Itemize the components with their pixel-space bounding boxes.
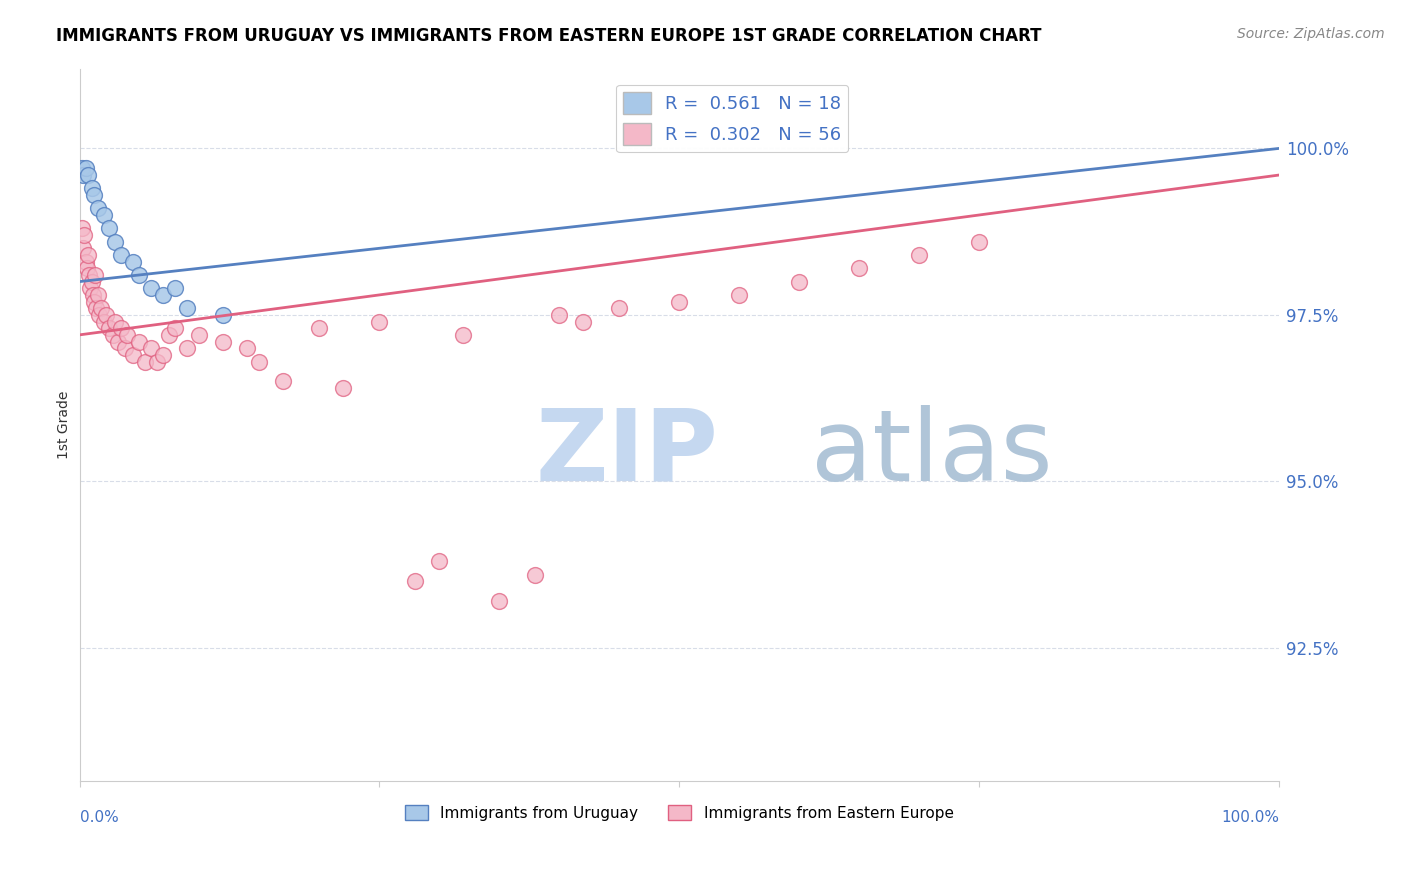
Point: [82, 288, 104, 302]
Y-axis label: 1st Grade: 1st Grade: [58, 391, 72, 459]
Point: [104, 235, 127, 249]
Text: 0.0%: 0.0%: [80, 810, 118, 824]
Point: [332, 381, 354, 395]
Point: [572, 314, 595, 328]
Point: [787, 275, 810, 289]
Point: [122, 348, 145, 362]
Point: [165, 321, 187, 335]
Point: [77, 168, 100, 182]
Point: [80, 275, 103, 289]
Point: [159, 327, 181, 342]
Point: [524, 567, 547, 582]
Point: [848, 261, 870, 276]
Point: [76, 261, 98, 276]
Point: [79, 281, 101, 295]
Point: [101, 327, 124, 342]
Point: [141, 281, 163, 295]
Point: [967, 235, 990, 249]
Point: [70, 161, 93, 176]
Point: [152, 348, 174, 362]
Point: [488, 594, 510, 608]
Point: [453, 327, 475, 342]
Point: [94, 308, 117, 322]
Point: [236, 341, 259, 355]
Point: [104, 314, 127, 328]
Point: [90, 301, 112, 316]
Text: Source: ZipAtlas.com: Source: ZipAtlas.com: [1237, 27, 1385, 41]
Point: [107, 334, 129, 349]
Point: [84, 301, 107, 316]
Point: [368, 314, 391, 328]
Point: [83, 294, 105, 309]
Point: [176, 341, 198, 355]
Point: [87, 308, 110, 322]
Point: [110, 321, 132, 335]
Point: [165, 281, 187, 295]
Point: [427, 554, 450, 568]
Point: [70, 221, 93, 235]
Point: [93, 314, 115, 328]
Point: [728, 288, 751, 302]
Point: [152, 288, 174, 302]
Point: [77, 268, 100, 282]
Point: [122, 254, 145, 268]
Point: [83, 188, 105, 202]
Point: [73, 227, 96, 242]
Point: [80, 181, 103, 195]
Point: [93, 208, 115, 222]
Point: [134, 354, 156, 368]
Point: [128, 268, 150, 282]
Point: [98, 321, 121, 335]
Point: [75, 254, 97, 268]
Point: [404, 574, 426, 589]
Text: ZIP: ZIP: [536, 405, 718, 502]
Point: [77, 248, 100, 262]
Point: [141, 341, 163, 355]
Point: [607, 301, 630, 316]
Text: IMMIGRANTS FROM URUGUAY VS IMMIGRANTS FROM EASTERN EUROPE 1ST GRADE CORRELATION : IMMIGRANTS FROM URUGUAY VS IMMIGRANTS FR…: [56, 27, 1042, 45]
Point: [668, 294, 690, 309]
Point: [273, 375, 295, 389]
Point: [72, 241, 94, 255]
Point: [548, 308, 571, 322]
Text: 100.0%: 100.0%: [1220, 810, 1279, 824]
Point: [117, 327, 139, 342]
Point: [249, 354, 271, 368]
Point: [75, 161, 97, 176]
Legend: R =  0.561   N = 18, R =  0.302   N = 56: R = 0.561 N = 18, R = 0.302 N = 56: [616, 85, 848, 153]
Text: atlas: atlas: [811, 405, 1053, 502]
Point: [98, 221, 121, 235]
Point: [146, 354, 169, 368]
Point: [212, 334, 235, 349]
Point: [84, 268, 107, 282]
Point: [308, 321, 330, 335]
Point: [86, 288, 108, 302]
Point: [212, 308, 235, 322]
Point: [86, 202, 108, 216]
Point: [176, 301, 198, 316]
Point: [188, 327, 211, 342]
Point: [114, 341, 136, 355]
Point: [72, 168, 94, 182]
Point: [908, 248, 931, 262]
Point: [128, 334, 150, 349]
Point: [110, 248, 132, 262]
